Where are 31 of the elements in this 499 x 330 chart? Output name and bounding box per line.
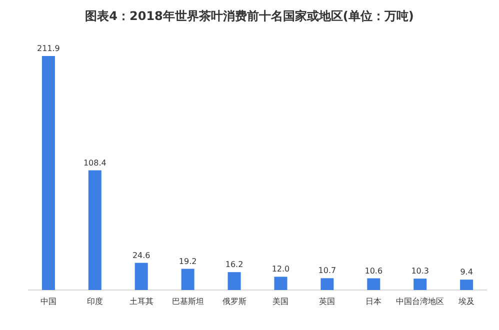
x-tick-label: 印度	[86, 297, 103, 306]
x-tick-label: 中国	[40, 297, 56, 306]
bar	[320, 278, 334, 290]
x-tick-label: 埃及	[458, 297, 475, 306]
x-tick-label: 英国	[319, 297, 336, 306]
x-tick-label: 中国台湾地区	[396, 297, 444, 306]
data-label: 10.3	[411, 266, 430, 276]
x-tick-label: 土耳其	[129, 297, 154, 306]
bar	[228, 272, 241, 290]
x-tick-label: 巴基斯坦	[172, 297, 204, 306]
bar	[274, 276, 288, 290]
data-label: 10.6	[364, 266, 383, 276]
x-tick-label: 俄罗斯	[222, 297, 246, 306]
data-label: 10.7	[318, 266, 336, 276]
data-label: 9.4	[460, 268, 473, 277]
x-tick-label: 日本	[366, 297, 382, 306]
bar	[460, 280, 474, 290]
bar	[88, 170, 102, 290]
x-tick-label: 美国	[272, 297, 289, 306]
data-label: 12.0	[272, 264, 290, 274]
bar	[367, 278, 380, 290]
data-label: 211.9	[36, 44, 60, 53]
data-label: 19.2	[178, 256, 197, 266]
data-label: 108.4	[83, 158, 106, 168]
bar	[414, 278, 427, 290]
data-label: 16.2	[225, 260, 244, 270]
bar	[42, 56, 55, 290]
data-label: 24.6	[132, 250, 150, 260]
bar	[181, 268, 194, 290]
chart-title: 图表4：2018年世界茶叶消费前十名国家或地区(单位：万吨)	[85, 9, 414, 23]
bar	[134, 262, 148, 290]
